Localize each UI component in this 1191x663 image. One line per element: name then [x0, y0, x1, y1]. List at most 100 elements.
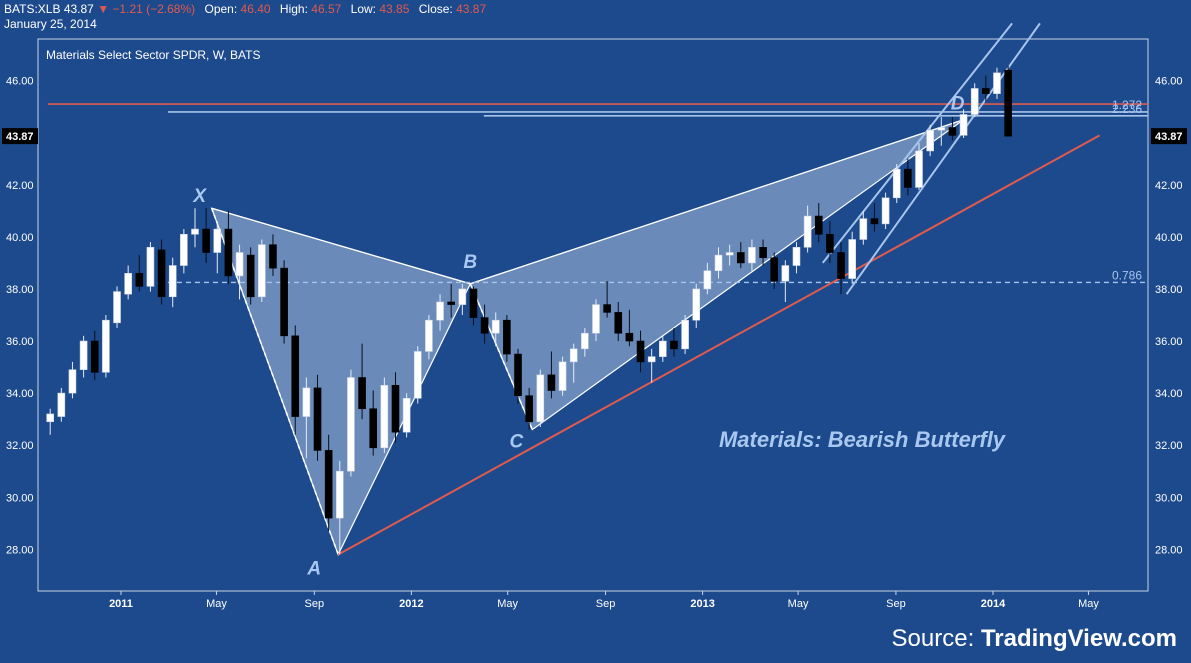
x-tick-label: Sep: [886, 598, 906, 610]
leg-bc: [469, 283, 534, 430]
candle-body: [625, 332, 634, 342]
candle: [213, 221, 222, 274]
point-label-c: C: [509, 432, 523, 453]
candle-body: [859, 218, 868, 240]
x-tick-label: Sep: [305, 598, 325, 610]
candle: [881, 192, 890, 230]
candle: [391, 372, 400, 443]
candle: [525, 387, 533, 430]
candle: [168, 257, 177, 308]
candle: [993, 67, 1001, 99]
candle: [792, 242, 801, 274]
candle-body: [124, 273, 132, 295]
candle-body: [235, 252, 244, 277]
candle: [46, 408, 54, 435]
y-tick-right: 32.00: [1155, 440, 1183, 452]
candle-body: [202, 228, 210, 253]
open-label: Open:: [204, 2, 238, 16]
candle-body: [246, 254, 255, 298]
candle: [837, 242, 845, 295]
candle-body: [358, 377, 366, 410]
candle: [280, 260, 288, 344]
low-value: 43.85: [379, 2, 410, 16]
candle-body: [759, 247, 767, 259]
candle: [681, 315, 689, 355]
candle: [269, 234, 277, 276]
candle: [224, 210, 233, 284]
candle-body: [191, 228, 199, 235]
candle-body: [213, 228, 222, 253]
y-tick-right: 38.00: [1155, 284, 1183, 296]
candle-body: [113, 291, 121, 324]
candle-body: [970, 88, 979, 115]
candle-body: [781, 265, 790, 282]
point-label-d: D: [951, 94, 965, 115]
candle: [603, 281, 611, 318]
candle: [324, 434, 333, 532]
candle: [826, 221, 834, 263]
candle-body: [547, 374, 556, 391]
source-credit: Source: TradingView.com: [892, 625, 1177, 653]
candle-body: [413, 351, 422, 399]
candle-body: [269, 244, 277, 269]
quote-header: BATS:XLB 43.87 ▼ −1.21 (−2.68%) Open: 46…: [4, 2, 486, 16]
candle: [447, 283, 455, 318]
level-label-2: 2.236: [1112, 102, 1142, 116]
candle: [725, 244, 734, 266]
y-tick-right: 42.00: [1155, 180, 1183, 192]
candle: [291, 325, 300, 435]
candle: [614, 301, 623, 342]
close-label: Close:: [418, 2, 453, 16]
candle-body: [402, 398, 411, 433]
candle-body: [603, 304, 611, 313]
candle: [748, 239, 756, 271]
candle-body: [681, 319, 689, 350]
y-tick-left: 46.00: [6, 76, 34, 88]
candle-body: [993, 72, 1001, 94]
candle: [915, 143, 923, 191]
candle: [180, 229, 188, 274]
candle-body: [848, 239, 856, 279]
y-tick-right: 30.00: [1155, 492, 1183, 504]
candle: [202, 208, 210, 263]
x-tick-label: May: [1078, 598, 1099, 610]
candle-body: [135, 273, 144, 287]
candle: [246, 247, 255, 305]
candle: [1004, 65, 1012, 137]
butterfly-pattern: [210, 119, 964, 557]
candle-body: [302, 387, 311, 417]
last-price-marker-right-text: 43.87: [1155, 131, 1183, 143]
candle-body: [436, 301, 444, 321]
candle: [714, 247, 723, 279]
candle: [659, 335, 667, 362]
last-price-marker-left-box: [2, 128, 38, 145]
candle-body: [458, 288, 467, 305]
x-tick-label: 2011: [109, 598, 133, 610]
y-tick-right: 40.00: [1155, 232, 1183, 244]
candle: [803, 205, 812, 253]
candle-body: [881, 197, 890, 225]
candle: [814, 203, 823, 243]
trendline-0: [337, 134, 1101, 556]
candle: [358, 343, 366, 420]
candle: [157, 239, 166, 305]
y-tick-left: 42.00: [6, 180, 34, 192]
quote-date: January 25, 2014: [4, 17, 97, 31]
candle: [982, 75, 990, 102]
candle-body: [1004, 69, 1012, 137]
candle-body: [347, 377, 355, 472]
candle-body: [558, 361, 567, 391]
candle-body: [826, 233, 834, 253]
candle: [781, 260, 790, 302]
candle: [347, 369, 355, 477]
leg-xa: [210, 207, 339, 555]
axes: 28.00 28.00 30.00 30.00 32.00 32.00 34.00 34.00…: [2, 76, 1187, 610]
candle-body: [168, 265, 177, 298]
candle-body: [447, 301, 455, 305]
candle: [581, 328, 589, 357]
candle: [569, 343, 578, 383]
y-tick-right: 36.00: [1155, 336, 1183, 348]
candle: [536, 369, 545, 427]
